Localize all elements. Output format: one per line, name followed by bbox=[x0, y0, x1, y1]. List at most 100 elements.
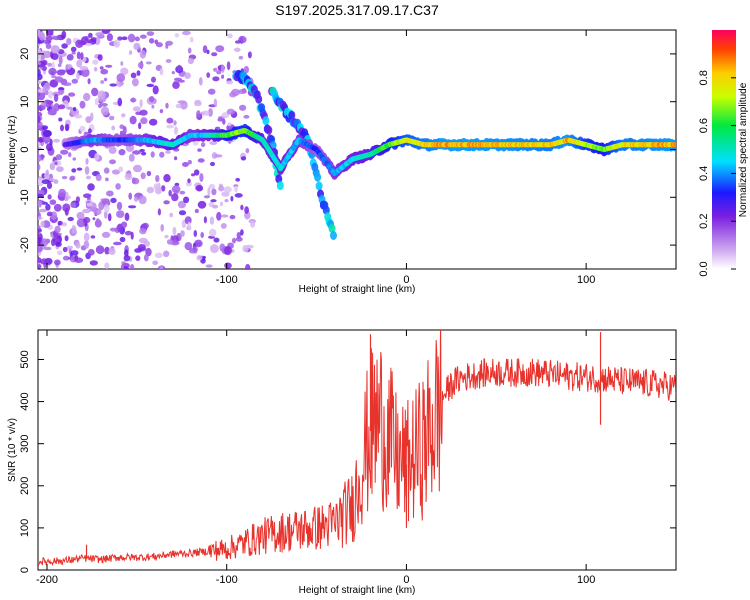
spectrogram-noise-cell bbox=[227, 33, 233, 39]
spectrogram-noise-cell bbox=[129, 50, 133, 55]
spectrogram-noise-cell bbox=[238, 55, 244, 60]
spectrogram-noise-cell bbox=[109, 227, 118, 232]
spectrogram-noise-cell bbox=[119, 124, 125, 129]
spectrogram-noise-cell bbox=[122, 125, 127, 135]
spectrogram-noise-cell bbox=[38, 111, 43, 118]
spectrogram-noise-cell bbox=[243, 114, 250, 119]
spectrogram-noise-cell bbox=[216, 70, 222, 75]
spectrogram-noise-cell bbox=[151, 76, 156, 83]
spectrogram-noise-cell bbox=[194, 208, 199, 214]
spectrogram-noise-cell bbox=[44, 39, 48, 45]
spectrogram-noise-cell bbox=[62, 203, 71, 212]
spectrogram-noise-cell bbox=[94, 98, 99, 106]
spectrogram-noise-cell bbox=[174, 33, 180, 38]
spectrogram-noise-cell bbox=[217, 118, 224, 122]
spectrogram-noise-cell bbox=[70, 46, 77, 53]
spectrogram-noise-cell bbox=[187, 47, 192, 54]
spectrogram-noise-cell bbox=[148, 38, 155, 44]
spectrogram-noise-cell bbox=[38, 106, 43, 111]
spectrogram-noise-cell bbox=[220, 214, 229, 218]
spectrogram-noise-cell bbox=[226, 108, 235, 115]
spectrogram-noise-cell bbox=[191, 173, 196, 177]
spectrogram-ytick-label: -20 bbox=[19, 237, 31, 253]
spectrogram-noise-cell bbox=[242, 244, 249, 253]
snr-series-line bbox=[38, 330, 676, 567]
spectrogram-noise-cell bbox=[149, 96, 155, 103]
spectrogram-noise-cell bbox=[64, 235, 69, 242]
spectrogram-noise-cell bbox=[120, 67, 129, 76]
spectrogram-noise-cell bbox=[152, 260, 159, 266]
colorbar-tick-label: 0.4 bbox=[698, 166, 710, 181]
chart-title: S197.2025.317.09.17.C37 bbox=[275, 2, 439, 18]
spectrogram-noise-cell bbox=[198, 77, 203, 86]
spectrogram-noise-cell bbox=[210, 161, 215, 167]
spectrogram-noise-cell bbox=[49, 178, 55, 182]
spectrogram-noise-cell bbox=[234, 40, 242, 44]
spectrogram-noise-cell bbox=[111, 125, 116, 131]
spectrogram-noise-cell bbox=[66, 38, 72, 45]
spectrogram-noise-cell bbox=[103, 77, 108, 82]
spectrogram-noise-cell bbox=[124, 212, 130, 221]
spectrogram-track-cell bbox=[672, 142, 676, 148]
snr-ytick-label: 400 bbox=[19, 392, 31, 410]
spectrogram-noise-cell bbox=[200, 232, 204, 238]
spectrogram-noise-cell bbox=[116, 201, 123, 211]
spectrogram-noise-cell bbox=[214, 154, 223, 158]
spectrogram-noise-cell bbox=[107, 213, 112, 222]
spectrogram-noise-cell bbox=[130, 97, 137, 103]
spectrogram-noise-cell bbox=[67, 216, 74, 222]
spectrogram-noise-cell bbox=[53, 93, 59, 102]
spectrogram-noise-cell bbox=[71, 78, 79, 84]
snr-ytick-label: 100 bbox=[19, 519, 31, 537]
spectrogram-noise-cell bbox=[124, 173, 133, 181]
spectrogram-noise-cell bbox=[97, 54, 103, 61]
spectrogram-noise-cell bbox=[150, 151, 155, 158]
spectrogram-noise-cell bbox=[58, 69, 67, 74]
spectrogram-noise-cell bbox=[231, 88, 240, 96]
spectrogram-noise-cell bbox=[65, 64, 72, 70]
spectrogram-noise-cell bbox=[58, 220, 63, 226]
spectrogram-noise-cell bbox=[151, 104, 155, 109]
spectrogram-noise-cell bbox=[172, 81, 180, 89]
spectrogram-noise-cell bbox=[224, 246, 232, 256]
spectrogram-noise-cell bbox=[119, 81, 124, 86]
spectrogram-noise-cell bbox=[51, 75, 57, 79]
spectrogram-xtick-label: -200 bbox=[36, 274, 58, 286]
spectrogram-noise-cell bbox=[101, 231, 111, 238]
spectrogram-noise-cell bbox=[146, 31, 155, 36]
spectrogram-noise-cell bbox=[146, 170, 152, 177]
spectrogram-noise-cell bbox=[71, 168, 77, 173]
spectrogram-noise-cell bbox=[206, 72, 211, 78]
spectrogram-noise-cell bbox=[143, 254, 149, 262]
spectrogram-noise-cell bbox=[83, 92, 91, 102]
spectrogram-noise-cell bbox=[203, 195, 210, 199]
spectrogram-noise-cell bbox=[132, 78, 139, 87]
spectrogram-noise-cell bbox=[146, 83, 155, 88]
spectrogram-noise-cell bbox=[106, 190, 114, 197]
spectrogram-noise-cell bbox=[116, 73, 126, 82]
spectrogram-noise-cell bbox=[66, 245, 74, 250]
spectrogram-noise-cell bbox=[100, 106, 110, 116]
spectrogram-noise-cell bbox=[72, 157, 77, 161]
spectrogram-noise-cell bbox=[171, 71, 175, 75]
spectrogram-noise-cell bbox=[195, 184, 204, 192]
spectrogram-noise-cell bbox=[110, 197, 117, 204]
spectrogram-noise-cell bbox=[154, 252, 163, 258]
snr-ytick-label: 500 bbox=[19, 350, 31, 368]
spectrogram-noise-cell bbox=[95, 218, 100, 225]
spectrogram-noise-cell bbox=[47, 110, 57, 116]
spectrogram-noise-cell bbox=[196, 255, 203, 261]
spectrogram-noise-cell bbox=[42, 129, 52, 138]
spectrogram-noise-cell bbox=[163, 200, 170, 205]
spectrogram-noise-cell bbox=[87, 249, 95, 256]
spectrogram-noise-cell bbox=[79, 125, 86, 132]
spectrogram-noise-cell bbox=[220, 223, 227, 229]
spectrogram-noise-cell bbox=[163, 250, 170, 258]
spectrogram-noise-cell bbox=[215, 45, 225, 53]
snr-ylabel: SNR (10 * v/v) bbox=[7, 418, 18, 482]
spectrogram-noise-cell bbox=[83, 240, 90, 249]
spectrogram-noise-cell bbox=[209, 141, 218, 145]
spectrogram-noise-cell bbox=[165, 43, 169, 49]
spectrogram-noise-cell bbox=[243, 65, 249, 74]
spectrogram-noise-cell bbox=[104, 246, 110, 255]
